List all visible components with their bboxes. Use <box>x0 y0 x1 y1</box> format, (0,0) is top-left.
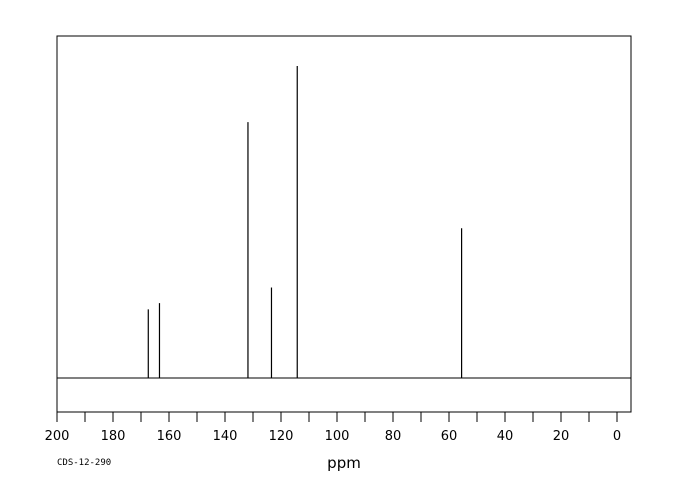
x-axis-title: ppm <box>327 454 361 472</box>
x-tick-label-200: 200 <box>45 429 70 444</box>
x-tick-label-160: 160 <box>157 429 182 444</box>
x-tick-label-0: 0 <box>613 429 621 444</box>
x-tick-label-180: 180 <box>101 429 126 444</box>
x-tick-label-20: 20 <box>553 429 570 444</box>
x-tick-label-140: 140 <box>213 429 238 444</box>
x-axis-tick-labels: 200 180 160 140 120 100 80 60 40 20 0 <box>45 429 622 444</box>
x-axis-ticks <box>56 412 618 422</box>
plot-frame <box>56 35 632 413</box>
spectrum-code-label: CDS-12-290 <box>57 458 111 468</box>
x-tick-label-120: 120 <box>269 429 294 444</box>
x-tick-label-100: 100 <box>325 429 350 444</box>
x-tick-label-60: 60 <box>441 429 458 444</box>
peaks-group <box>147 66 463 378</box>
x-tick-label-80: 80 <box>385 429 402 444</box>
x-tick-label-40: 40 <box>497 429 514 444</box>
